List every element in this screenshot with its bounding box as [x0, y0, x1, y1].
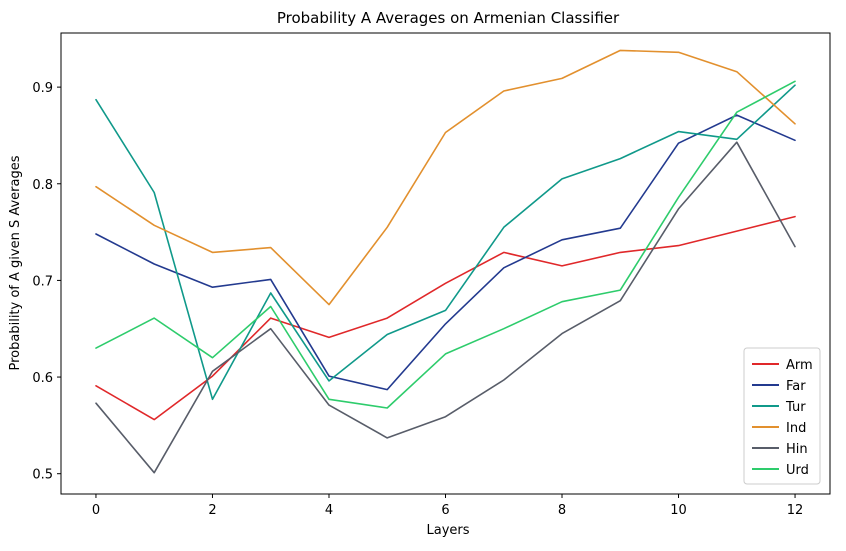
plot-area — [60, 32, 831, 495]
legend-label-arm: Arm — [786, 358, 813, 373]
legend: Arm Far Tur Ind Hin Urd — [743, 347, 821, 485]
series-line-far — [95, 114, 796, 391]
y-tick-label: 0.9 — [32, 81, 53, 96]
y-axis: 0.5 0.6 0.7 0.8 0.9 — [32, 81, 61, 483]
series-line-urd — [95, 80, 796, 409]
series-line-arm — [95, 215, 796, 421]
chart-title: Probability A Averages on Armenian Class… — [277, 9, 620, 27]
y-tick-label: 0.5 — [32, 468, 53, 483]
x-tick-label: 6 — [441, 503, 449, 518]
series-line-hin — [95, 141, 796, 474]
x-tick-label: 12 — [787, 503, 804, 518]
series-line-tur — [95, 84, 796, 401]
legend-box — [743, 347, 821, 485]
series-line-ind — [95, 49, 796, 306]
y-tick-label: 0.7 — [32, 274, 53, 289]
x-tick-label: 4 — [325, 503, 333, 518]
x-axis: 0 2 4 6 8 10 12 — [92, 494, 804, 518]
legend-label-tur: Tur — [785, 400, 806, 415]
legend-label-ind: Ind — [786, 421, 806, 436]
legend-label-urd: Urd — [786, 463, 809, 478]
x-tick-label: 10 — [670, 503, 687, 518]
x-tick-label: 0 — [92, 503, 100, 518]
x-axis-label: Layers — [426, 523, 469, 538]
plot-frame — [60, 32, 831, 495]
y-tick-label: 0.8 — [32, 178, 53, 193]
legend-label-far: Far — [786, 379, 806, 394]
x-tick-label: 8 — [558, 503, 566, 518]
y-tick-label: 0.6 — [32, 371, 53, 386]
x-tick-label: 2 — [208, 503, 216, 518]
y-axis-label: Probability of A given S Averages — [8, 155, 23, 370]
legend-label-hin: Hin — [786, 442, 808, 457]
